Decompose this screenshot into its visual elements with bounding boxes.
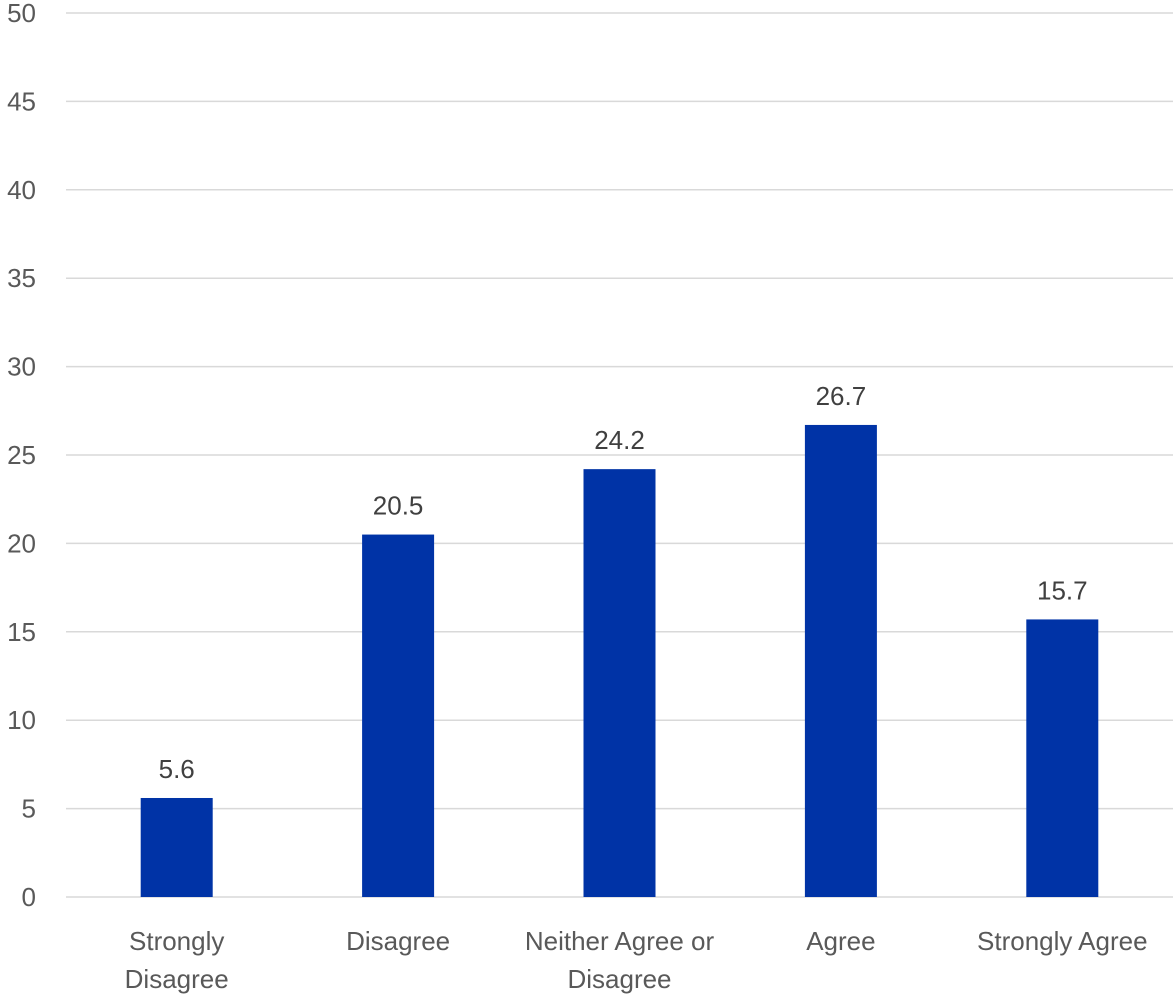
y-tick-label: 20	[7, 528, 36, 558]
category-label-line: Strongly	[129, 926, 224, 956]
category-label-line: Disagree	[125, 964, 229, 994]
y-tick-label: 40	[7, 175, 36, 205]
data-labels: 5.6 20.5 24.2 26.7 15.7	[159, 381, 1088, 784]
data-label: 15.7	[1037, 575, 1088, 605]
bar	[362, 534, 435, 897]
y-tick-label: 5	[22, 794, 36, 824]
y-tick-label: 30	[7, 352, 36, 382]
bars	[140, 424, 1099, 897]
category-label-line: Agree	[806, 926, 875, 956]
category-label-line: Disagree	[567, 964, 671, 994]
category-label-line: Neither Agree or	[525, 926, 715, 956]
bar	[140, 797, 213, 897]
bar	[583, 469, 656, 897]
category-label: Disagree	[346, 926, 450, 956]
y-tick-label: 15	[7, 617, 36, 647]
y-tick-label: 50	[7, 0, 36, 28]
y-tick-label: 0	[22, 882, 36, 912]
y-tick-label: 35	[7, 263, 36, 293]
category-label: Agree	[806, 926, 875, 956]
category-label-line: Disagree	[346, 926, 450, 956]
y-tick-label: 25	[7, 440, 36, 470]
y-tick-label: 45	[7, 86, 36, 116]
category-label: Neither Agree or Disagree	[525, 926, 715, 994]
data-label: 5.6	[159, 754, 195, 784]
category-label: Strongly Disagree	[125, 926, 229, 994]
data-label: 26.7	[816, 381, 867, 411]
category-label-line: Strongly Agree	[977, 926, 1148, 956]
bar	[804, 424, 877, 897]
category-label: Strongly Agree	[977, 926, 1148, 956]
y-axis-tick-labels: 0 5 10 15 20 25 30 35 40 45 50	[7, 0, 36, 912]
data-label: 20.5	[373, 491, 424, 521]
y-tick-label: 10	[7, 705, 36, 735]
data-label: 24.2	[594, 425, 645, 455]
bar	[1026, 619, 1099, 897]
